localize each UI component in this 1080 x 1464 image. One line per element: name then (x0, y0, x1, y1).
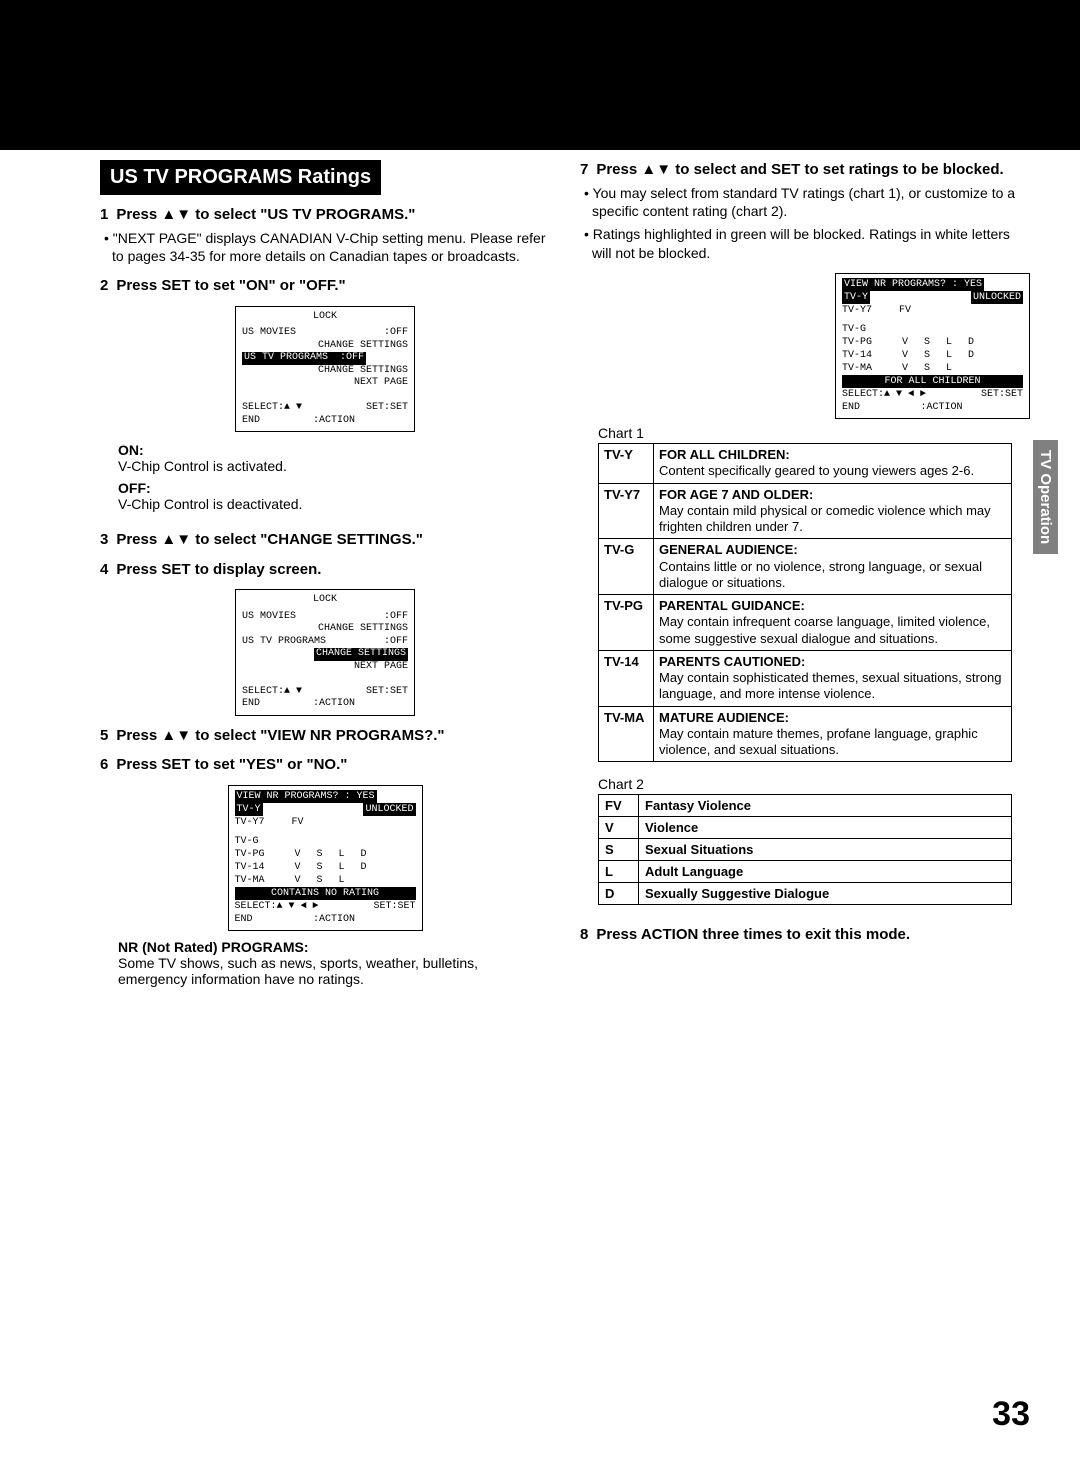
osd-lock-1: LOCK US MOVIES:OFF CHANGE SETTINGS US TV… (235, 306, 415, 433)
step-8: 8Press ACTION three times to exit this m… (580, 925, 1030, 945)
side-tab: TV Operation (1033, 440, 1058, 554)
osd-lock-2: LOCK US MOVIES:OFF CHANGE SETTINGS US TV… (235, 589, 415, 716)
chart2-label: Chart 2 (598, 776, 1030, 792)
step-6: 6Press SET to set "YES" or "NO." (100, 755, 550, 775)
nr-label: NR (Not Rated) PROGRAMS: (118, 939, 550, 955)
content-code: S (599, 839, 639, 861)
step7-b2: • Ratings highlighted in green will be b… (592, 225, 1030, 263)
rating-desc: PARENTS CAUTIONED:May contain sophistica… (654, 650, 1012, 706)
osd-ratings-1: VIEW NR PROGRAMS? : YES TV-YUNLOCKED TV-… (228, 785, 423, 931)
rating-code: TV-Y (599, 444, 654, 484)
osd-ratings-2: VIEW NR PROGRAMS? : YES TV-YUNLOCKED TV-… (835, 273, 1030, 419)
off-text: V-Chip Control is deactivated. (118, 496, 550, 512)
content-code: V (599, 817, 639, 839)
section-title: US TV PROGRAMS Ratings (100, 160, 381, 195)
step-bullet: • "NEXT PAGE" displays CANADIAN V-Chip s… (112, 229, 550, 267)
rating-desc: MATURE AUDIENCE:May contain mature theme… (654, 706, 1012, 762)
step-title: Press ACTION three times to exit this mo… (596, 925, 910, 945)
step-title: Press ▲▼ to select "US TV PROGRAMS." (116, 205, 415, 225)
rating-code: TV-PG (599, 595, 654, 651)
chart1-table: TV-YFOR ALL CHILDREN:Content specificall… (598, 443, 1012, 762)
step-title: Press ▲▼ to select and SET to set rating… (596, 160, 1003, 180)
rating-desc: PARENTAL GUIDANCE:May contain infrequent… (654, 595, 1012, 651)
step-number: 1 (100, 205, 108, 225)
rating-code: TV-Y7 (599, 483, 654, 539)
chart1-label: Chart 1 (598, 425, 1030, 441)
rating-code: TV-G (599, 539, 654, 595)
step-5: 5 Press ▲▼ to select "VIEW NR PROGRAMS?.… (100, 726, 550, 746)
rating-desc: FOR ALL CHILDREN:Content specifically ge… (654, 444, 1012, 484)
rating-code: TV-14 (599, 650, 654, 706)
rating-desc: GENERAL AUDIENCE:Contains little or no v… (654, 539, 1012, 595)
step-7: 7 Press ▲▼ to select and SET to set rati… (580, 160, 1030, 263)
on-label: ON: (118, 442, 550, 458)
content-desc: Sexual Situations (639, 839, 1012, 861)
page-number: 33 (992, 1395, 1030, 1434)
rating-code: TV-MA (599, 706, 654, 762)
content-desc: Fantasy Violence (639, 795, 1012, 817)
off-label: OFF: (118, 480, 550, 496)
content-code: D (599, 883, 639, 905)
header-banner (0, 0, 1080, 150)
content-code: L (599, 861, 639, 883)
page-content: US TV PROGRAMS Ratings 1 Press ▲▼ to sel… (0, 150, 1080, 987)
on-text: V-Chip Control is activated. (118, 458, 550, 474)
right-column: 7 Press ▲▼ to select and SET to set rati… (580, 160, 1030, 987)
step-title: Press ▲▼ to select "VIEW NR PROGRAMS?." (116, 726, 444, 746)
step-title: Press ▲▼ to select "CHANGE SETTINGS." (116, 530, 423, 550)
step7-b1: • You may select from standard TV rating… (592, 184, 1030, 222)
step-3: 3 Press ▲▼ to select "CHANGE SETTINGS." (100, 530, 550, 550)
step-title: Press SET to display screen. (116, 560, 321, 580)
step-2: 2Press SET to set "ON" or "OFF." (100, 276, 550, 296)
content-desc: Adult Language (639, 861, 1012, 883)
nr-text: Some TV shows, such as news, sports, wea… (118, 955, 550, 987)
step-title: Press SET to set "ON" or "OFF." (116, 276, 345, 296)
step-title: Press SET to set "YES" or "NO." (116, 755, 347, 775)
chart2-table: FVFantasy ViolenceVViolenceSSexual Situa… (598, 794, 1012, 905)
content-desc: Violence (639, 817, 1012, 839)
step-4: 4Press SET to display screen. (100, 560, 550, 580)
rating-desc: FOR AGE 7 AND OLDER:May contain mild phy… (654, 483, 1012, 539)
content-code: FV (599, 795, 639, 817)
content-desc: Sexually Suggestive Dialogue (639, 883, 1012, 905)
step-1: 1 Press ▲▼ to select "US TV PROGRAMS." •… (100, 205, 550, 266)
left-column: US TV PROGRAMS Ratings 1 Press ▲▼ to sel… (100, 160, 550, 987)
